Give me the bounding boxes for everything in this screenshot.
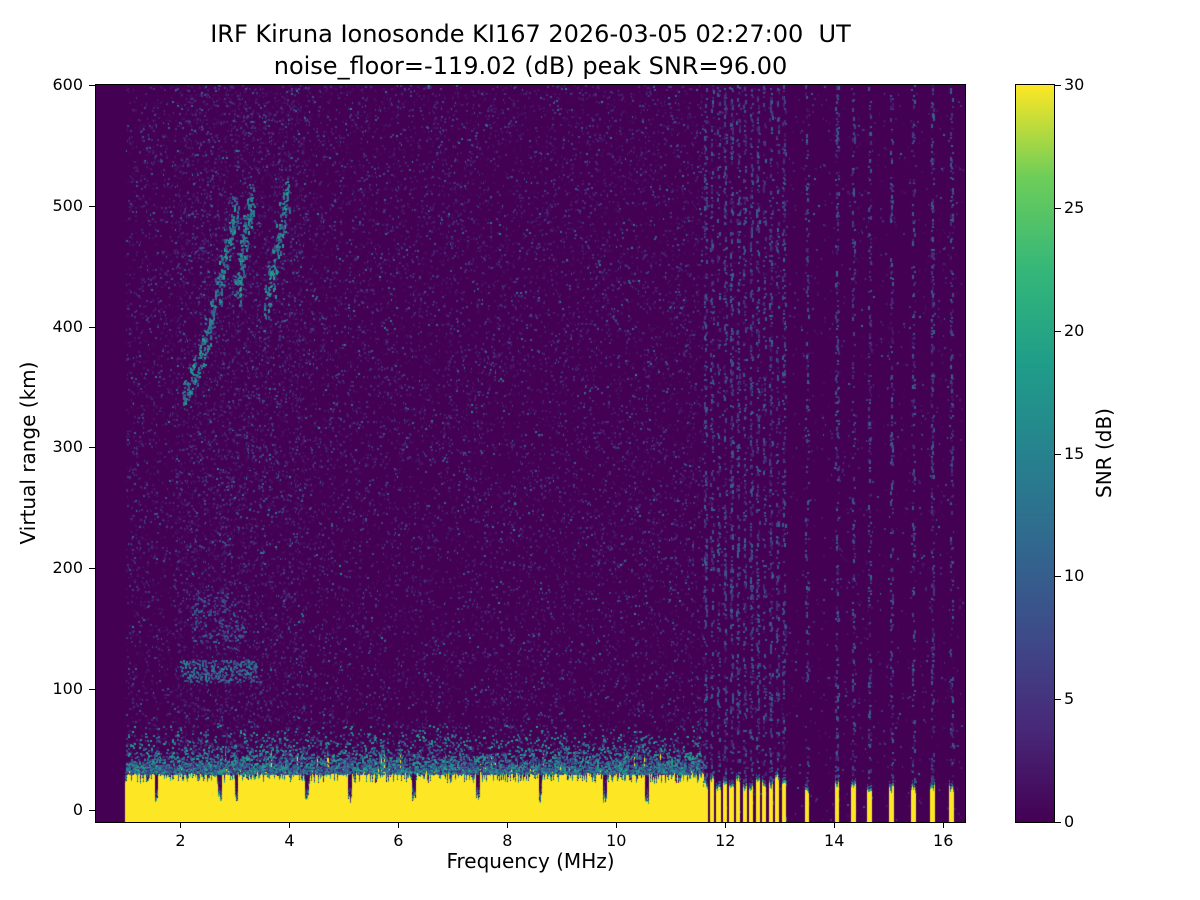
colorbar-tick-mark — [1054, 822, 1061, 823]
y-tick-mark — [89, 85, 96, 86]
colorbar-tick-label: 30 — [1064, 75, 1085, 94]
y-tick-label: 500 — [52, 195, 83, 215]
x-tick-mark — [725, 822, 727, 828]
colorbar-tick-label: 5 — [1064, 689, 1075, 709]
x-axis-label: Frequency (MHz) — [446, 849, 615, 873]
colorbar-tick-label: 15 — [1064, 443, 1085, 463]
y-tick-label: 400 — [52, 316, 83, 336]
x-tick-label: 6 — [393, 831, 404, 850]
colorbar-tick-mark — [1054, 576, 1061, 578]
colorbar-tick-label: 0 — [1064, 812, 1075, 831]
colorbar-tick-label: 10 — [1064, 566, 1085, 586]
chart-title: IRF Kiruna Ionosonde KI167 2026-03-05 02… — [210, 20, 851, 48]
x-tick-label: 14 — [824, 831, 845, 850]
colorbar-tick-label: 20 — [1064, 320, 1085, 340]
colorbar-tick-mark — [1054, 85, 1061, 86]
x-tick-label: 4 — [284, 831, 295, 850]
y-tick-label: 200 — [52, 558, 83, 578]
y-tick-mark — [89, 326, 96, 328]
x-tick-mark — [943, 822, 945, 828]
colorbar-tick-mark — [1054, 207, 1061, 209]
y-tick-mark — [89, 205, 96, 207]
x-tick-mark — [616, 822, 618, 828]
y-tick-label: 100 — [52, 679, 83, 699]
colorbar-tick-mark — [1054, 453, 1061, 455]
x-tick-mark — [834, 822, 836, 828]
colorbar-tick-mark — [1054, 699, 1061, 701]
colorbar-tick-mark — [1054, 330, 1061, 332]
heatmap-canvas — [96, 85, 965, 822]
y-tick-label: 0 — [72, 799, 83, 819]
x-tick-mark — [289, 822, 291, 828]
x-tick-label: 2 — [175, 831, 186, 850]
x-tick-label: 12 — [715, 831, 736, 850]
colorbar-canvas — [1016, 85, 1054, 822]
x-tick-mark — [507, 822, 509, 828]
y-tick-mark — [89, 689, 96, 691]
y-tick-label: 300 — [52, 437, 83, 457]
colorbar-tick-label: 25 — [1064, 197, 1085, 217]
colorbar — [1015, 84, 1055, 823]
y-tick-mark — [89, 447, 96, 449]
y-tick-mark — [89, 568, 96, 570]
x-tick-mark — [398, 822, 400, 828]
plot-area — [95, 84, 966, 823]
x-tick-label: 8 — [502, 831, 513, 850]
x-tick-mark — [180, 822, 182, 828]
y-tick-mark — [89, 809, 96, 811]
x-tick-label: 10 — [606, 831, 627, 850]
x-tick-label: 16 — [933, 831, 954, 850]
chart-subtitle: noise_floor=-119.02 (dB) peak SNR=96.00 — [273, 52, 788, 80]
y-tick-label: 600 — [52, 75, 83, 94]
